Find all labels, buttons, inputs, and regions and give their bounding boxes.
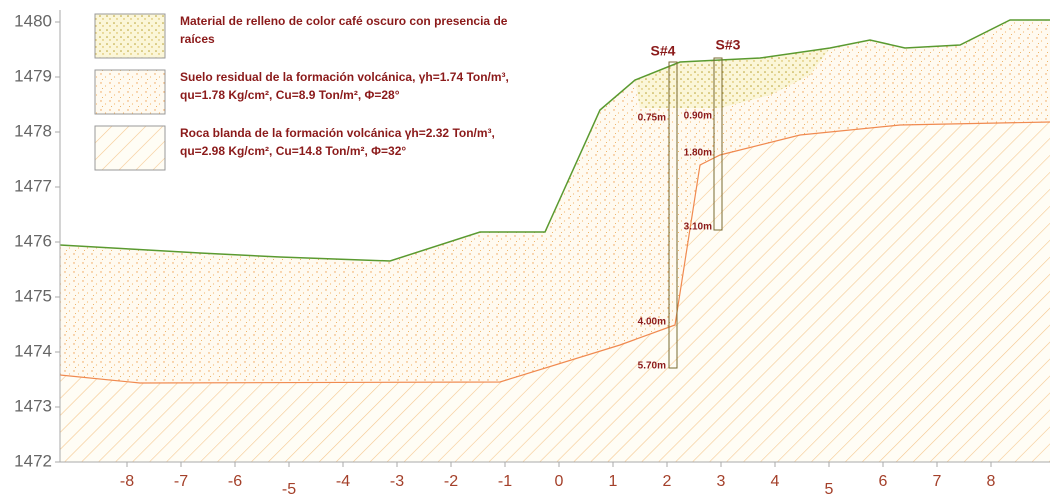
legend-swatch bbox=[94, 13, 166, 59]
y-tick-label: 1477 bbox=[14, 176, 52, 195]
y-tick-label: 1475 bbox=[14, 286, 52, 305]
x-tick-label: 4 bbox=[771, 473, 780, 490]
rock-boundary bbox=[59, 121, 1050, 384]
y-ticks: 1480 1479 1478 1477 1476 1475 1474 1473 1472 bbox=[14, 11, 60, 470]
legend-text: Material de relleno de color café oscuro… bbox=[180, 14, 508, 28]
depth-label: 0.90m bbox=[684, 111, 712, 122]
fill-material bbox=[635, 48, 830, 108]
depth-label: 0.75m bbox=[638, 113, 666, 124]
x-tick-label: -6 bbox=[228, 473, 242, 490]
x-tick-label: 0 bbox=[555, 473, 564, 490]
depth-label: 1.80m bbox=[684, 148, 712, 159]
x-tick-label: 7 bbox=[933, 473, 942, 490]
x-tick-label: 6 bbox=[879, 473, 888, 490]
x-ticks: -8 -7 -6 -5 -4 -3 -2 -1 0 1 2 3 4 5 6 7 8 bbox=[120, 462, 996, 498]
borehole-label: S#3 bbox=[716, 37, 741, 53]
legend-text: Roca blanda de la formación volcánica γh… bbox=[180, 126, 495, 140]
x-tick-label: 3 bbox=[717, 473, 726, 490]
depth-label: 4.00m bbox=[638, 317, 666, 328]
y-tick-label: 1480 bbox=[14, 11, 52, 30]
terrain-line bbox=[59, 19, 1050, 262]
depth-label: 5.70m bbox=[638, 361, 666, 372]
x-tick-label: -3 bbox=[390, 473, 404, 490]
legend-swatch bbox=[94, 69, 166, 115]
y-tick-label: 1474 bbox=[14, 341, 52, 360]
legend-text: qu=2.98 Kg/cm², Cu=14.8 Ton/m², Φ=32° bbox=[180, 144, 406, 158]
legend-swatch bbox=[94, 125, 166, 171]
x-tick-label: -5 bbox=[282, 481, 296, 498]
y-tick-label: 1472 bbox=[14, 451, 52, 470]
legend-text: raíces bbox=[180, 32, 215, 46]
soft-rock bbox=[60, 122, 1050, 462]
x-tick-label: -1 bbox=[498, 473, 512, 490]
borehole bbox=[713, 57, 723, 231]
residual-soil bbox=[60, 20, 1050, 383]
x-tick-label: 2 bbox=[663, 473, 672, 490]
borehole bbox=[668, 61, 678, 369]
x-tick-label: 1 bbox=[609, 473, 618, 490]
x-tick-label: -8 bbox=[120, 473, 134, 490]
x-tick-label: -7 bbox=[174, 473, 188, 490]
y-tick-label: 1473 bbox=[14, 396, 52, 415]
legend-text: qu=1.78 Kg/cm², Cu=8.9 Ton/m², Φ=28° bbox=[180, 88, 400, 102]
depth-label: 3.10m bbox=[684, 222, 712, 233]
x-tick-label: -4 bbox=[336, 473, 350, 490]
x-tick-label: 8 bbox=[987, 473, 996, 490]
legend-text: Suelo residual de la formación volcánica… bbox=[180, 70, 509, 84]
y-tick-label: 1476 bbox=[14, 231, 52, 250]
y-tick-label: 1479 bbox=[14, 66, 52, 85]
x-tick-label: -2 bbox=[444, 473, 458, 490]
y-tick-label: 1478 bbox=[14, 121, 52, 140]
x-tick-label: 5 bbox=[825, 481, 834, 498]
borehole-label: S#4 bbox=[651, 43, 676, 59]
